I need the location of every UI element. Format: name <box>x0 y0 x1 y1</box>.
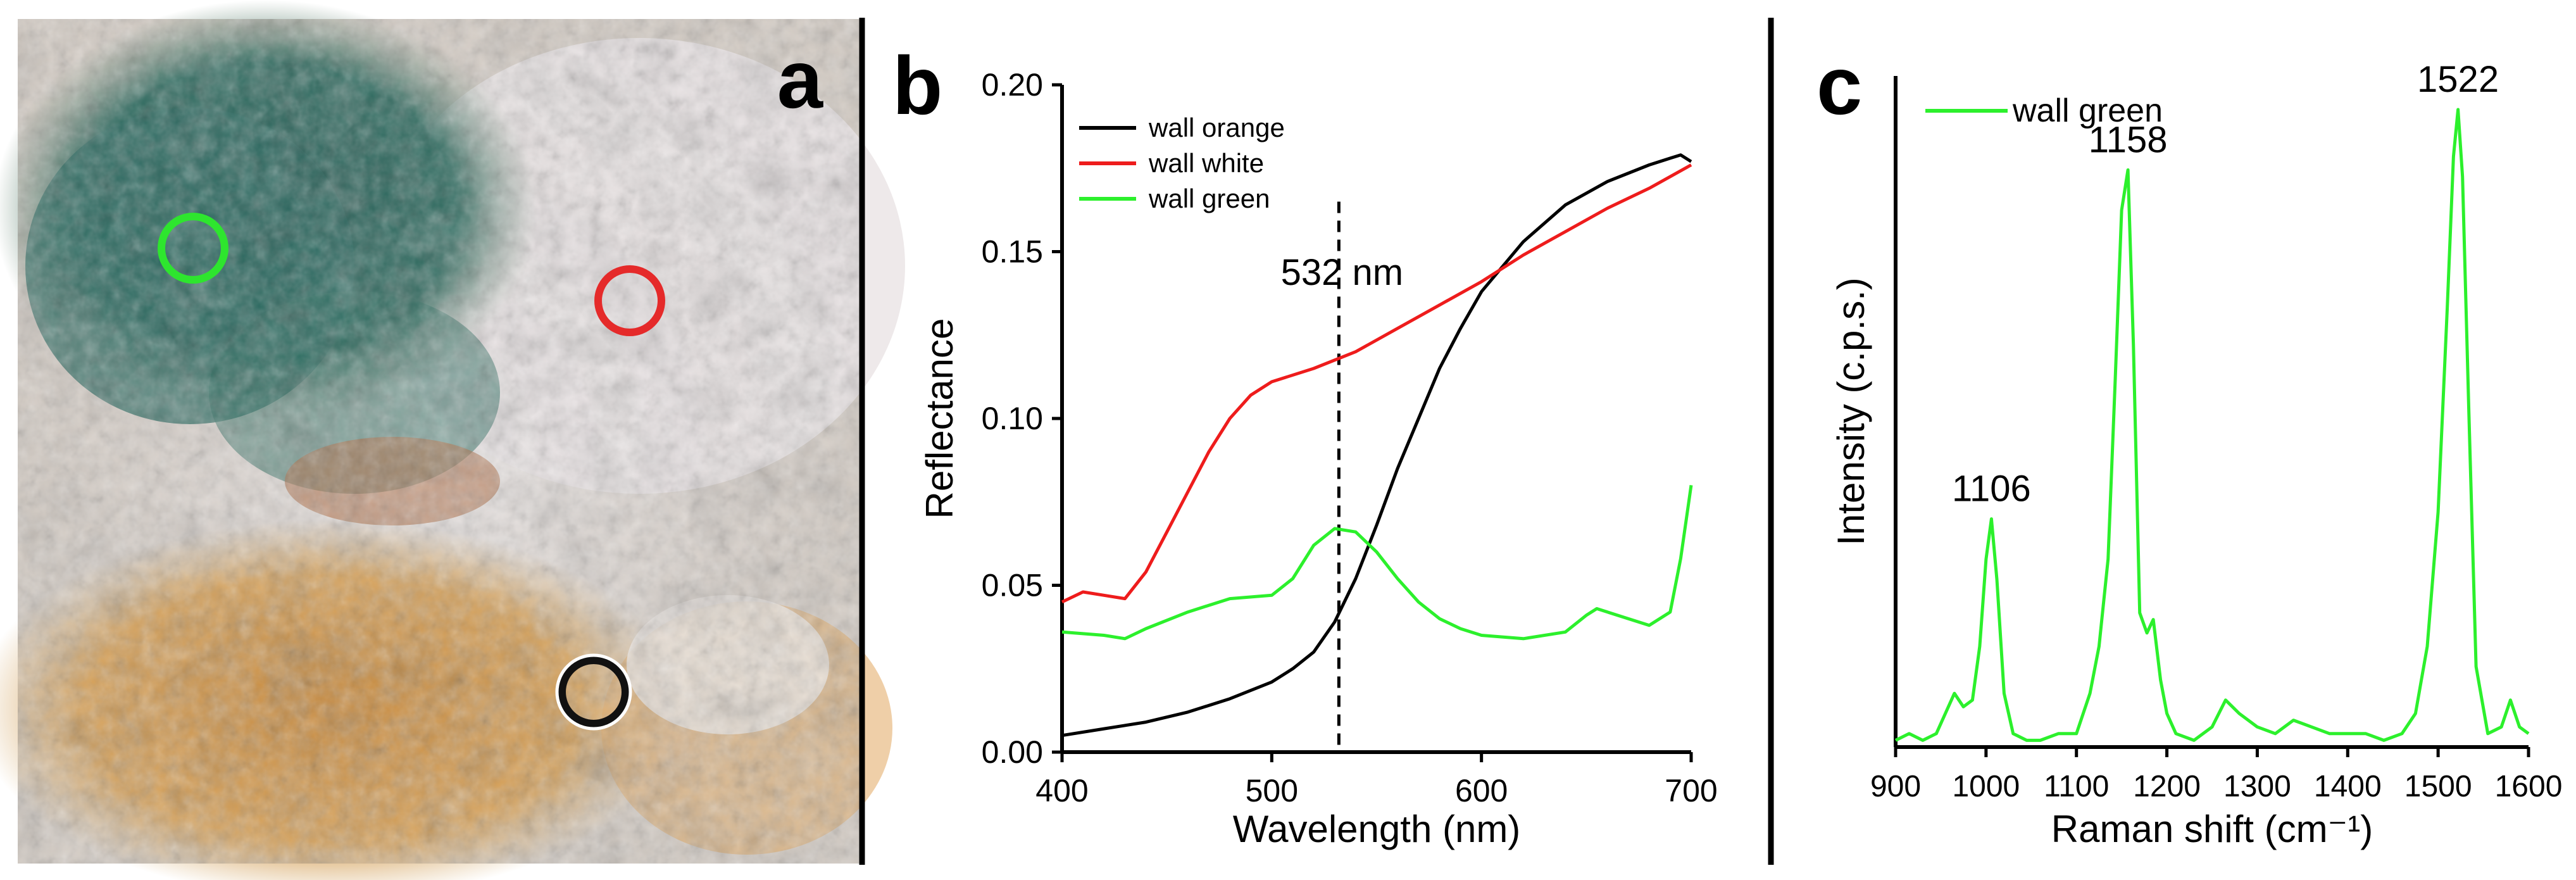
black-marker-halo <box>555 653 632 731</box>
peak-label: 1106 <box>1952 468 2031 510</box>
x-tick-label-b: 500 <box>1246 773 1298 808</box>
x-tick-label-b: 700 <box>1665 773 1717 808</box>
y-tick-label-b: 0.00 <box>982 734 1043 770</box>
legend-label-b: wall white <box>1148 148 1264 178</box>
x-tick-label-c: 1400 <box>2314 770 2382 803</box>
panel-label-c: c <box>1816 39 1862 132</box>
y-axis-label-c: Intensity (c.p.s.) <box>1830 277 1872 545</box>
x-tick-label-c: 1300 <box>2223 770 2291 803</box>
series-line-wall-green <box>1061 485 1693 641</box>
x-axis-label-b: Wavelength (nm) <box>1233 808 1521 850</box>
red-marker <box>594 265 665 336</box>
series-line-wall-orange <box>1061 153 1692 738</box>
x-tick-label-c: 1600 <box>2495 770 2563 803</box>
peak-label: 1158 <box>2089 119 2168 160</box>
series-line-wall-white <box>1061 163 1692 604</box>
chart-b: b 400 500 600 700 0.00 0.05 0.10 0.15 0.20 Wavele… <box>892 39 1718 850</box>
chart-c: c 900 1000 1100 1200 1300 1400 1500 1600 Raman s… <box>1816 39 2562 850</box>
peak-label: 1522 <box>2417 59 2499 100</box>
panel-a-photo: a <box>0 0 905 880</box>
x-tick-label-c: 1200 <box>2133 770 2201 803</box>
black-marker <box>558 657 629 727</box>
y-tick-label-b: 0.15 <box>982 234 1043 270</box>
panel-label-b: b <box>892 39 942 132</box>
panel-label-a: a <box>777 33 824 125</box>
x-axis-label-c: Raman shift (cm⁻¹) <box>2051 808 2373 850</box>
y-tick-label-b: 0.10 <box>982 401 1043 436</box>
y-tick-label-b: 0.20 <box>982 67 1043 103</box>
annotation-label-532: 532 nm <box>1281 252 1403 293</box>
photo-texture-fine <box>18 19 860 864</box>
y-tick-label-b: 0.05 <box>982 568 1043 603</box>
x-tick-label-c: 1500 <box>2404 770 2472 803</box>
x-tick-label-c: 900 <box>1870 770 1921 803</box>
legend-label-b: wall orange <box>1148 113 1285 142</box>
legend-label-c: wall green <box>2012 92 2163 129</box>
x-tick-label-b: 400 <box>1035 773 1088 808</box>
x-tick-label-c: 1000 <box>1952 770 2020 803</box>
x-tick-label-c: 1100 <box>2044 770 2109 803</box>
legend-label-b: wall green <box>1148 184 1270 213</box>
y-axis-label-b: Reflectance <box>918 318 961 519</box>
series-line-wall-green-raman <box>1894 108 2530 742</box>
x-tick-label-b: 600 <box>1455 773 1508 808</box>
green-marker <box>158 213 228 284</box>
